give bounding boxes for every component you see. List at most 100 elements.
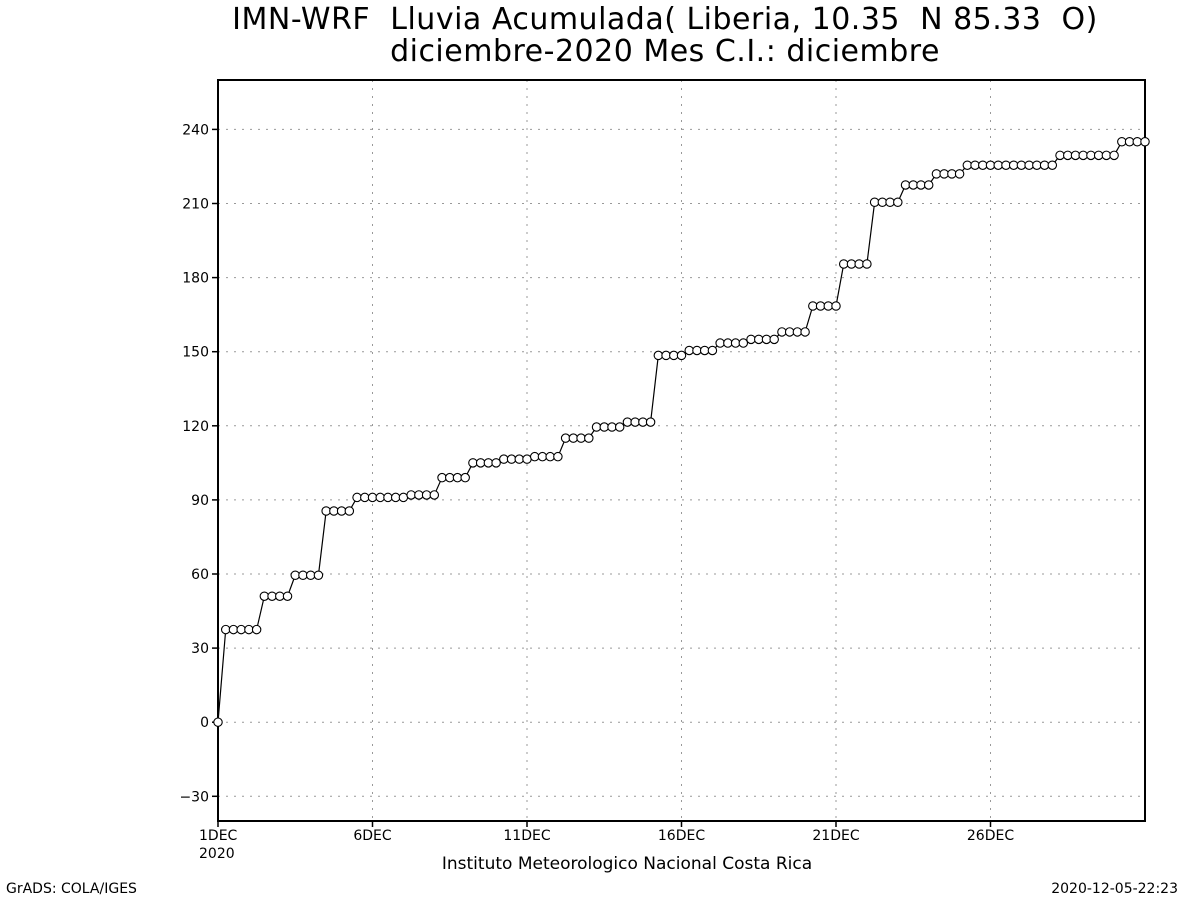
data-point	[753, 334, 764, 345]
data-point	[475, 458, 486, 468]
data-point	[529, 451, 540, 462]
data-point	[838, 259, 849, 269]
data-point	[638, 417, 648, 427]
y-tick-label: 60	[191, 567, 209, 583]
data-point	[1063, 150, 1073, 161]
data-point	[576, 433, 586, 443]
data-point	[862, 259, 872, 269]
data-point	[1024, 160, 1034, 170]
data-point	[375, 492, 385, 503]
data-point	[699, 345, 710, 356]
y-tick-label: 90	[191, 493, 209, 509]
data-point	[645, 417, 656, 427]
data-point	[1055, 150, 1065, 161]
data-point	[746, 334, 756, 345]
data-point	[599, 422, 609, 432]
data-point	[298, 570, 308, 580]
data-point	[398, 492, 409, 503]
data-point	[761, 334, 772, 345]
data-point	[607, 422, 617, 432]
data-point	[313, 570, 324, 580]
software-credit: GrADS: COLA/IGES	[6, 881, 137, 897]
data-point	[923, 180, 934, 190]
data-point	[352, 492, 362, 503]
data-point	[1101, 150, 1112, 161]
data-point	[777, 327, 787, 337]
data-point	[1001, 160, 1011, 170]
data-point	[1124, 137, 1135, 147]
data-point	[421, 490, 432, 500]
data-point	[468, 458, 478, 468]
data-point	[545, 451, 555, 462]
data-point	[1039, 160, 1050, 170]
chart-title: IMN-WRF Lluvia Acumulada( Liberia, 10.35…	[232, 2, 1098, 37]
x-tick-label: 1DEC	[199, 828, 238, 844]
data-point	[1086, 150, 1096, 161]
data-point	[854, 259, 864, 269]
data-point	[1117, 137, 1127, 147]
data-point	[506, 454, 517, 464]
grid-layer	[218, 80, 1145, 821]
data-point	[877, 197, 888, 208]
data-point	[514, 454, 525, 464]
data-point	[846, 259, 857, 269]
data-point	[220, 624, 231, 635]
plot-frame	[217, 79, 1146, 822]
data-point	[970, 160, 980, 170]
y-tick-label: 30	[191, 641, 209, 657]
data-point	[684, 345, 694, 356]
data-point	[1008, 160, 1019, 170]
data-point	[560, 433, 571, 443]
data-point	[931, 169, 942, 179]
data-point	[823, 301, 834, 311]
data-point	[251, 624, 262, 635]
data-point	[460, 472, 470, 483]
data-point	[1132, 137, 1143, 147]
data-point	[452, 472, 463, 483]
y-tick-label: −30	[179, 789, 209, 805]
data-point	[792, 327, 803, 337]
chart-subtitle: diciembre-2020 Mes C.I.: diciembre	[390, 34, 940, 69]
data-point	[275, 591, 285, 601]
data-point	[321, 506, 331, 516]
x-axis: 1DEC 6DEC 11DEC 16DEC 21DEC 26DEC	[199, 821, 1014, 844]
y-tick-label: 180	[182, 271, 209, 287]
data-point	[985, 160, 996, 170]
data-point	[978, 160, 988, 170]
data-point	[1140, 137, 1150, 147]
data-point	[738, 338, 749, 348]
data-point	[228, 624, 239, 635]
x-tick-label: 11DEC	[503, 828, 550, 844]
data-point	[669, 350, 679, 361]
y-tick-label: 150	[182, 345, 209, 361]
timestamp: 2020-12-05-22:23	[1051, 881, 1178, 897]
data-point	[367, 492, 378, 503]
data-point	[537, 451, 548, 462]
data-point	[259, 591, 270, 601]
series-markers	[213, 137, 1150, 727]
data-point	[947, 169, 957, 179]
data-point	[962, 160, 973, 170]
data-point	[908, 180, 918, 190]
data-point	[730, 338, 741, 348]
data-point	[676, 350, 687, 361]
data-point	[499, 454, 509, 464]
data-point	[661, 350, 671, 361]
data-point	[390, 492, 401, 503]
data-point	[267, 591, 277, 601]
data-point	[414, 490, 424, 500]
y-tick-label: 120	[182, 419, 209, 435]
data-point	[1070, 150, 1081, 161]
data-point	[383, 492, 393, 503]
x-year-label: 2020	[199, 846, 235, 862]
data-point	[808, 301, 818, 311]
data-point	[1016, 160, 1027, 170]
data-point	[305, 570, 316, 580]
y-tick-label: 210	[182, 197, 209, 213]
data-point	[692, 345, 702, 356]
data-point	[723, 338, 733, 348]
y-tick-label: 0	[200, 715, 209, 731]
data-point	[522, 454, 532, 464]
data-point	[329, 506, 339, 516]
